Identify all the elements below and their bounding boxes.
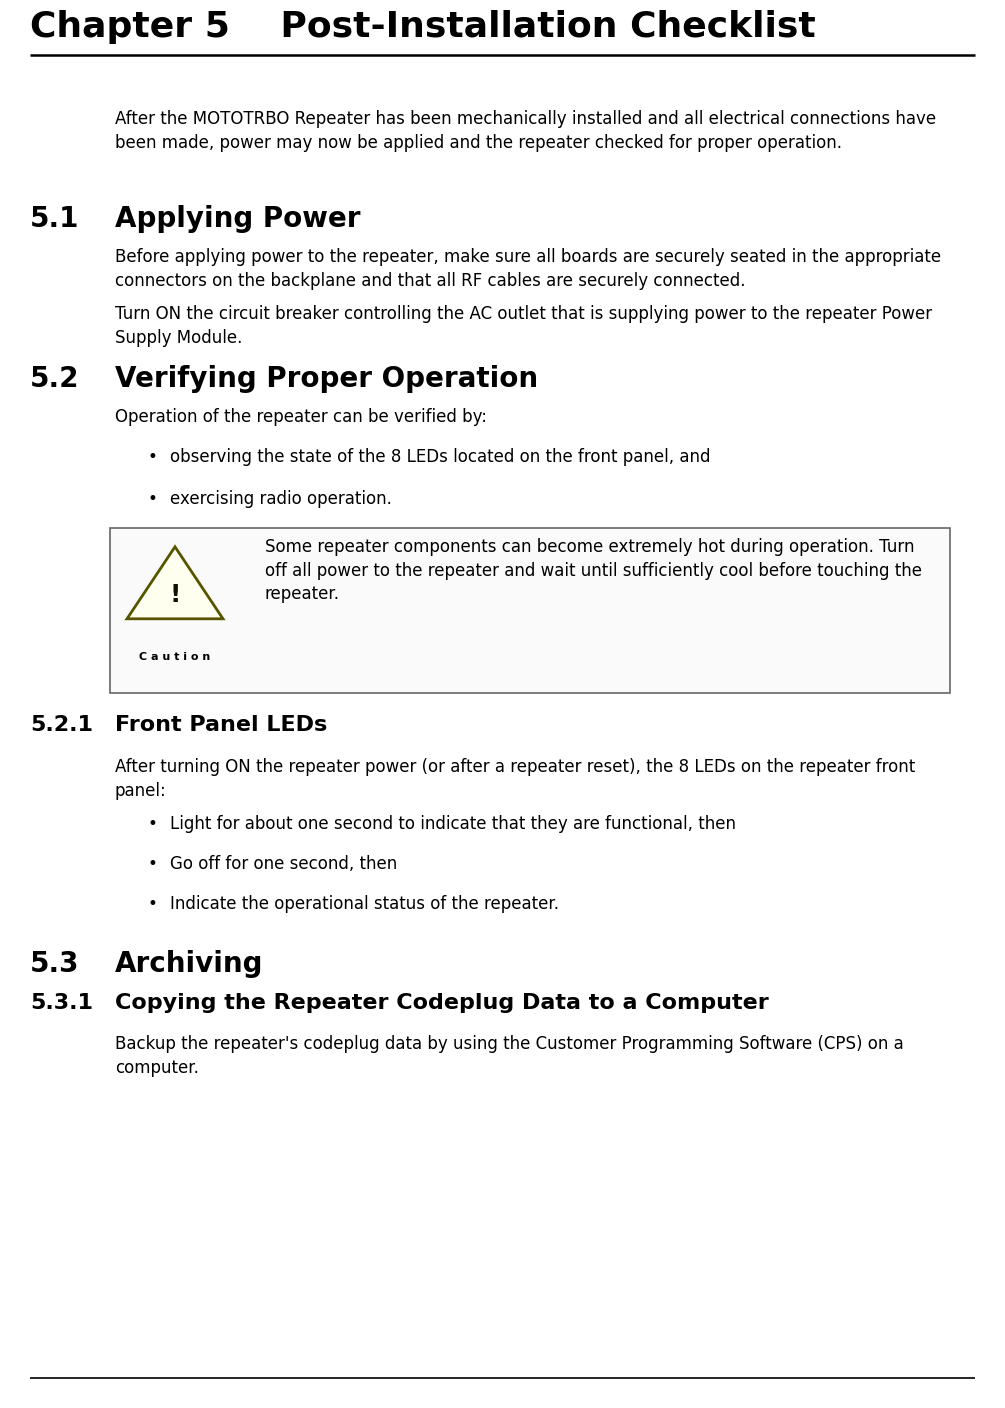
Text: 5.1: 5.1	[30, 206, 79, 232]
Text: After turning ON the repeater power (or after a repeater reset), the 8 LEDs on t: After turning ON the repeater power (or …	[115, 758, 916, 800]
Text: 5.3: 5.3	[30, 950, 79, 979]
Text: •: •	[148, 490, 158, 508]
Text: Backup the repeater's codeplug data by using the Customer Programming Software (: Backup the repeater's codeplug data by u…	[115, 1035, 903, 1077]
FancyBboxPatch shape	[110, 528, 950, 693]
Text: •: •	[148, 895, 158, 912]
Text: •: •	[148, 448, 158, 466]
Text: 5.2: 5.2	[30, 365, 79, 393]
Text: Some repeater components can become extremely hot during operation. Turn
off all: Some repeater components can become extr…	[265, 538, 922, 603]
Text: Operation of the repeater can be verified by:: Operation of the repeater can be verifie…	[115, 408, 487, 427]
Text: Copying the Repeater Codeplug Data to a Computer: Copying the Repeater Codeplug Data to a …	[115, 993, 769, 1012]
Text: Go off for one second, then: Go off for one second, then	[170, 855, 397, 873]
Text: 5.2.1: 5.2.1	[30, 715, 93, 735]
Polygon shape	[127, 546, 223, 618]
Text: Turn ON the circuit breaker controlling the AC outlet that is supplying power to: Turn ON the circuit breaker controlling …	[115, 306, 932, 346]
Text: After the MOTOTRBO Repeater has been mechanically installed and all electrical c: After the MOTOTRBO Repeater has been mec…	[115, 110, 936, 152]
Text: C a u t i o n: C a u t i o n	[140, 652, 211, 662]
Text: Light for about one second to indicate that they are functional, then: Light for about one second to indicate t…	[170, 815, 736, 834]
Text: Applying Power: Applying Power	[115, 206, 361, 232]
Text: observing the state of the 8 LEDs located on the front panel, and: observing the state of the 8 LEDs locate…	[170, 448, 711, 466]
Text: Chapter 5    Post-Installation Checklist: Chapter 5 Post-Installation Checklist	[30, 10, 816, 44]
Text: •: •	[148, 855, 158, 873]
Text: Before applying power to the repeater, make sure all boards are securely seated : Before applying power to the repeater, m…	[115, 248, 941, 290]
Text: exercising radio operation.: exercising radio operation.	[170, 490, 392, 508]
Text: Front Panel LEDs: Front Panel LEDs	[115, 715, 328, 735]
Text: Archiving: Archiving	[115, 950, 263, 979]
Text: •: •	[148, 815, 158, 834]
Text: !: !	[169, 583, 181, 607]
Text: Indicate the operational status of the repeater.: Indicate the operational status of the r…	[170, 895, 559, 912]
Text: Verifying Proper Operation: Verifying Proper Operation	[115, 365, 538, 393]
Text: 5.3.1: 5.3.1	[30, 993, 93, 1012]
